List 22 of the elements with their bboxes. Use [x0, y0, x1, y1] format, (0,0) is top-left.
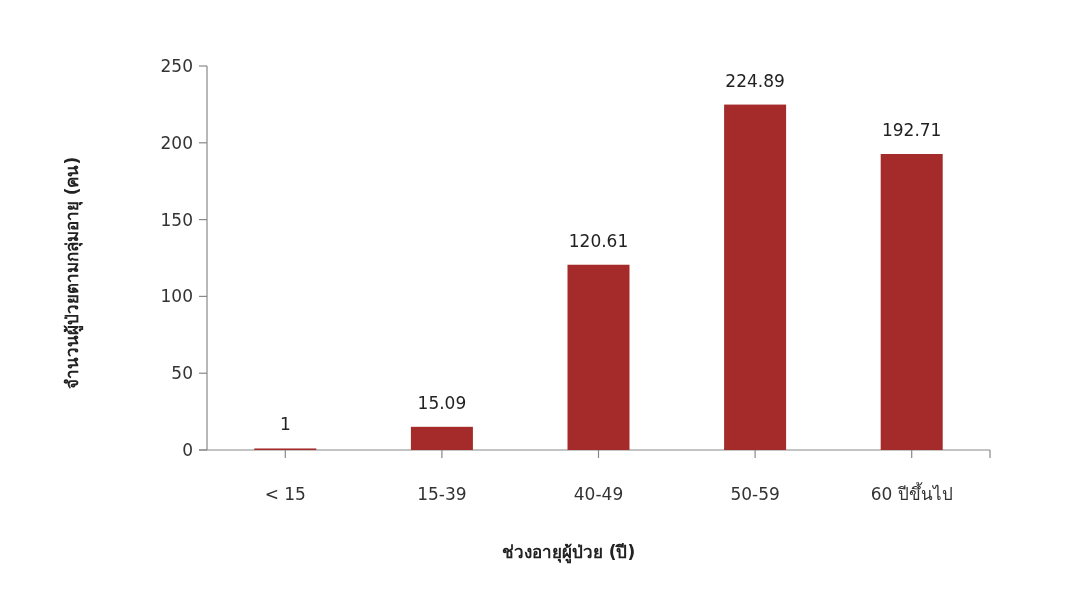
- data-label: 120.61: [568, 230, 629, 251]
- y-tick-label: 150: [160, 209, 193, 230]
- y-tick-label: 200: [160, 132, 193, 153]
- x-axis-title: ช่วงอายุผู้ป่วย (ปี): [501, 542, 636, 564]
- y-tick-label: 250: [160, 56, 193, 76]
- data-label: 15.09: [417, 392, 467, 413]
- bar: [410, 426, 473, 450]
- y-axis-title: จำนวนผู้ป่วยตามกลุ่มอายุ (คน): [62, 156, 84, 390]
- data-label: 192.71: [881, 120, 942, 140]
- bar: [880, 154, 943, 450]
- x-tick-label: 15-39: [417, 484, 467, 504]
- x-tick-label: 60 ปีขึ้นไป: [870, 482, 953, 504]
- y-tick-label: 50: [171, 363, 193, 384]
- bar: [567, 264, 630, 450]
- data-label: 1: [279, 414, 291, 435]
- x-tick-label: < 15: [264, 484, 306, 504]
- y-tick-label: 100: [160, 286, 193, 307]
- x-tick-label: 40-49: [573, 484, 624, 504]
- y-tick-label: 0: [182, 440, 193, 460]
- data-label: 224.89: [725, 70, 785, 91]
- x-tick-label: 50-59: [730, 484, 780, 504]
- bar: [724, 104, 787, 450]
